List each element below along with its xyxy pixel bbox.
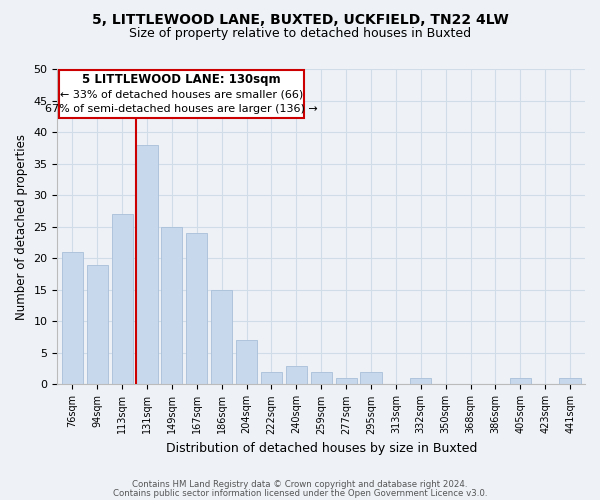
- Bar: [86, 264, 108, 384]
- Bar: [186, 233, 208, 384]
- Text: Contains public sector information licensed under the Open Government Licence v3: Contains public sector information licen…: [113, 488, 487, 498]
- Bar: [335, 378, 356, 384]
- Bar: [311, 372, 332, 384]
- Bar: [136, 144, 158, 384]
- Y-axis label: Number of detached properties: Number of detached properties: [15, 134, 28, 320]
- Bar: [261, 372, 282, 384]
- X-axis label: Distribution of detached houses by size in Buxted: Distribution of detached houses by size …: [166, 442, 477, 455]
- Bar: [510, 378, 531, 384]
- Bar: [410, 378, 431, 384]
- Bar: [211, 290, 232, 384]
- Bar: [559, 378, 581, 384]
- Bar: [62, 252, 83, 384]
- Bar: [286, 366, 307, 384]
- Text: Contains HM Land Registry data © Crown copyright and database right 2024.: Contains HM Land Registry data © Crown c…: [132, 480, 468, 489]
- Text: ← 33% of detached houses are smaller (66): ← 33% of detached houses are smaller (66…: [59, 89, 303, 99]
- Text: Size of property relative to detached houses in Buxted: Size of property relative to detached ho…: [129, 28, 471, 40]
- Bar: [112, 214, 133, 384]
- FancyBboxPatch shape: [59, 70, 304, 118]
- Bar: [161, 226, 182, 384]
- Text: 5 LITTLEWOOD LANE: 130sqm: 5 LITTLEWOOD LANE: 130sqm: [82, 74, 281, 86]
- Bar: [361, 372, 382, 384]
- Text: 67% of semi-detached houses are larger (136) →: 67% of semi-detached houses are larger (…: [45, 104, 317, 114]
- Bar: [236, 340, 257, 384]
- Text: 5, LITTLEWOOD LANE, BUXTED, UCKFIELD, TN22 4LW: 5, LITTLEWOOD LANE, BUXTED, UCKFIELD, TN…: [92, 12, 508, 26]
